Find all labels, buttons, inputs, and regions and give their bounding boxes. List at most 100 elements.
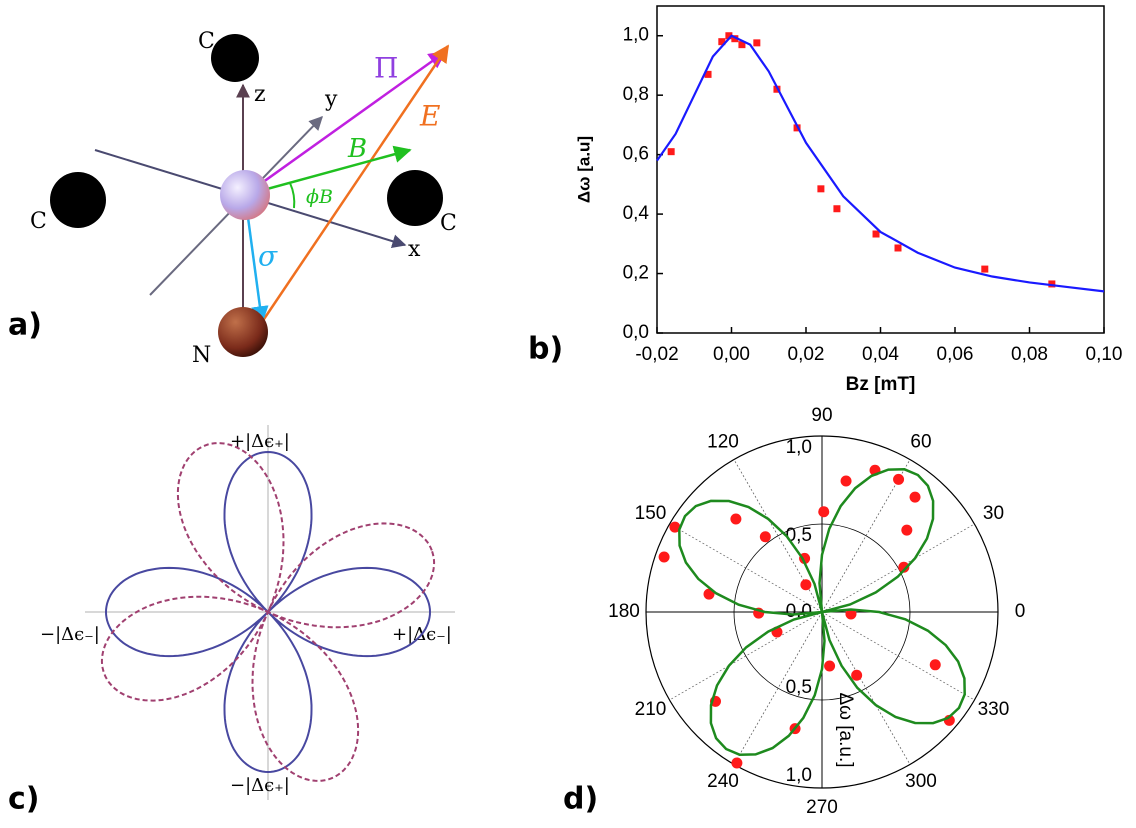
lobe-label: −|Δϵ₋| (40, 624, 100, 645)
data-point (909, 491, 921, 503)
vector-label: σ (258, 240, 278, 273)
y-tick-label: 0,6 (623, 144, 649, 165)
vector-label: E (419, 100, 440, 133)
data-point (759, 531, 771, 543)
atom (218, 307, 268, 357)
data-point (817, 185, 825, 193)
axis-label: x (408, 237, 421, 262)
data-point (929, 659, 941, 671)
data-point (894, 244, 902, 252)
theta-tick-label: 210 (635, 699, 667, 720)
panel-label: d) (563, 782, 598, 817)
data-point (872, 230, 880, 238)
angle-arc (289, 182, 296, 209)
panel-c: +|Δϵ₊| −|Δϵ₋| +|Δϵ₋| −|Δϵ₊| c) (8, 425, 455, 817)
theta-tick-label: 150 (635, 503, 667, 524)
data-point (981, 265, 989, 273)
theta-tick-label: 180 (608, 601, 640, 622)
vector-e (260, 44, 450, 323)
theta-tick-label: 30 (983, 503, 1004, 524)
lobe-label: −|Δϵ₊| (230, 775, 290, 796)
y-tick-label: 1,0 (623, 25, 649, 46)
x-tick-label: 0,00 (713, 344, 750, 365)
data-point (704, 70, 712, 78)
data-point (845, 608, 857, 620)
r-tick-label: 1,0 (786, 437, 812, 458)
atom (211, 34, 259, 82)
atom (50, 172, 106, 228)
x-tick-label: 0,02 (788, 344, 825, 365)
spoke (669, 523, 823, 613)
spoke (733, 611, 823, 765)
r-tick-label: 0,5 (786, 525, 812, 546)
data-point (840, 475, 852, 487)
theta-tick-label: 300 (905, 771, 937, 792)
panel-label: a) (8, 308, 42, 343)
spoke (821, 459, 911, 613)
r-axis-label: Δω [a.u.] (835, 692, 856, 767)
vector-pi (244, 50, 447, 197)
curve (104, 450, 431, 774)
panel-a: C C C N z y x Π B E σ ϕB a) (8, 29, 457, 368)
data-point (893, 473, 905, 485)
theta-tick-label: 240 (707, 771, 739, 792)
atom-label: C (30, 209, 47, 234)
theta-tick-label: 330 (978, 699, 1010, 720)
data-point (818, 506, 830, 518)
atom-label: C (198, 29, 215, 54)
x-tick-label: 0,10 (1086, 344, 1123, 365)
panel-label: c) (8, 782, 40, 817)
theta-tick-label: 90 (811, 405, 832, 426)
spoke (669, 611, 823, 701)
x-tick-label: 0,08 (1011, 344, 1048, 365)
fit-line (678, 468, 966, 756)
vector-label: Π (374, 52, 398, 85)
y-tick-label: 0,4 (623, 203, 650, 224)
vacancy (220, 170, 270, 220)
x-tick-label: 0,04 (862, 344, 899, 365)
data-point (753, 39, 761, 47)
data-point (901, 524, 913, 536)
data-point (669, 521, 681, 533)
fit-line (656, 34, 1105, 293)
r-tick-label: 0,5 (786, 677, 812, 698)
x-tick-label: -0,02 (635, 344, 678, 365)
data-point (833, 205, 841, 213)
x-axis-label: Bz [mT] (846, 374, 916, 395)
vector-label: B (347, 134, 367, 164)
data-point (1048, 280, 1056, 288)
atom (387, 170, 443, 226)
y-tick-label: 0,8 (623, 84, 649, 105)
x-tick-label: 0,06 (937, 344, 974, 365)
atom-label: N (192, 343, 211, 368)
data-point (824, 660, 836, 672)
y-axis-label: Δω [a.u] (574, 136, 593, 203)
spoke (821, 611, 975, 701)
theta-tick-label: 270 (806, 797, 838, 818)
atom-label: C (440, 211, 457, 236)
data-point (730, 513, 742, 525)
data-point (725, 32, 733, 40)
theta-tick-label: 60 (910, 431, 931, 452)
data-point (851, 669, 863, 681)
axis-label: y (324, 87, 338, 112)
vector-b (244, 145, 412, 197)
y-tick-label: 0,0 (623, 322, 649, 343)
data-point (731, 757, 743, 769)
y-tick-label: 0,2 (623, 263, 649, 284)
data-point (667, 148, 675, 156)
data-point (738, 41, 746, 49)
data-point (731, 35, 739, 43)
theta-tick-label: 120 (707, 431, 739, 452)
panel-label: b) (528, 332, 563, 367)
axis-label: z (254, 82, 266, 107)
data-point (718, 38, 726, 46)
r-tick-label: 1,0 (786, 765, 812, 786)
data-point (898, 561, 910, 573)
theta-tick-label: 0 (1015, 601, 1026, 622)
data-point (658, 551, 670, 563)
spoke (821, 523, 975, 613)
angle-label: ϕB (306, 186, 333, 208)
spoke (821, 611, 911, 765)
